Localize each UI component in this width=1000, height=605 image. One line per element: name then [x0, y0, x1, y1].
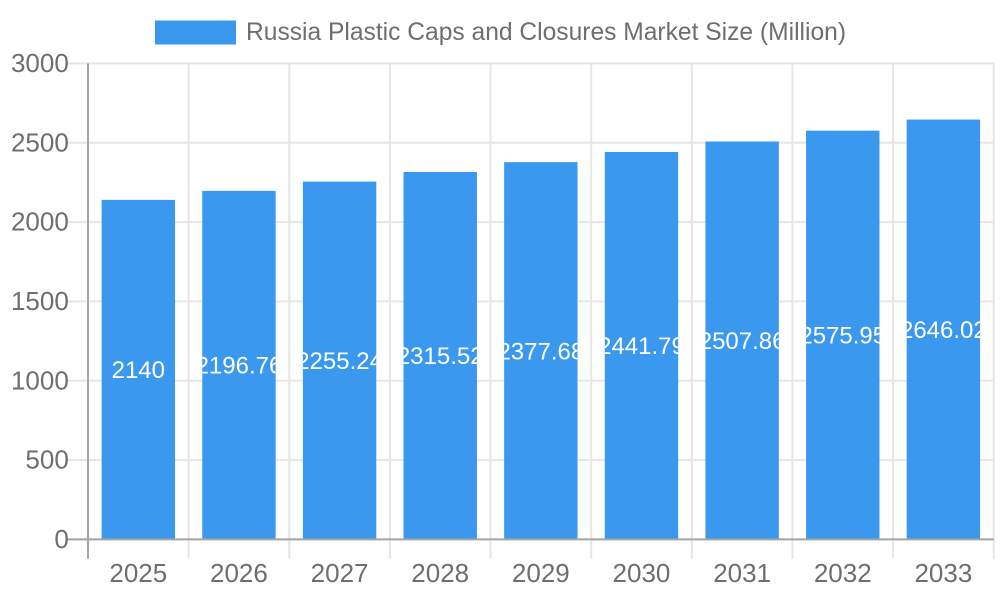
svg-text:2507.86: 2507.86 [699, 328, 786, 355]
svg-text:0: 0 [54, 524, 68, 554]
svg-text:1000: 1000 [11, 365, 69, 395]
svg-text:1500: 1500 [11, 286, 69, 316]
svg-text:2255.24: 2255.24 [296, 348, 383, 375]
svg-text:2000: 2000 [11, 207, 69, 237]
svg-text:Russia Plastic Caps and Closur: Russia Plastic Caps and Closures Market … [246, 19, 846, 46]
svg-text:2026: 2026 [210, 558, 268, 588]
svg-text:2031: 2031 [713, 558, 771, 588]
svg-text:2027: 2027 [311, 558, 369, 588]
svg-text:2033: 2033 [914, 558, 972, 588]
svg-text:2028: 2028 [411, 558, 469, 588]
svg-text:2575.95: 2575.95 [799, 323, 886, 350]
svg-text:2029: 2029 [512, 558, 570, 588]
svg-text:2140: 2140 [112, 357, 165, 384]
svg-text:2025: 2025 [109, 558, 167, 588]
svg-text:500: 500 [25, 445, 68, 475]
svg-text:2441.79: 2441.79 [598, 333, 685, 360]
svg-text:2032: 2032 [814, 558, 872, 588]
svg-text:2500: 2500 [11, 127, 69, 157]
svg-text:2315.52: 2315.52 [397, 343, 484, 370]
svg-text:3000: 3000 [11, 48, 69, 78]
svg-text:2646.02: 2646.02 [900, 317, 987, 344]
svg-text:2196.76: 2196.76 [196, 353, 283, 380]
svg-text:2377.68: 2377.68 [497, 338, 584, 365]
svg-text:2030: 2030 [613, 558, 671, 588]
